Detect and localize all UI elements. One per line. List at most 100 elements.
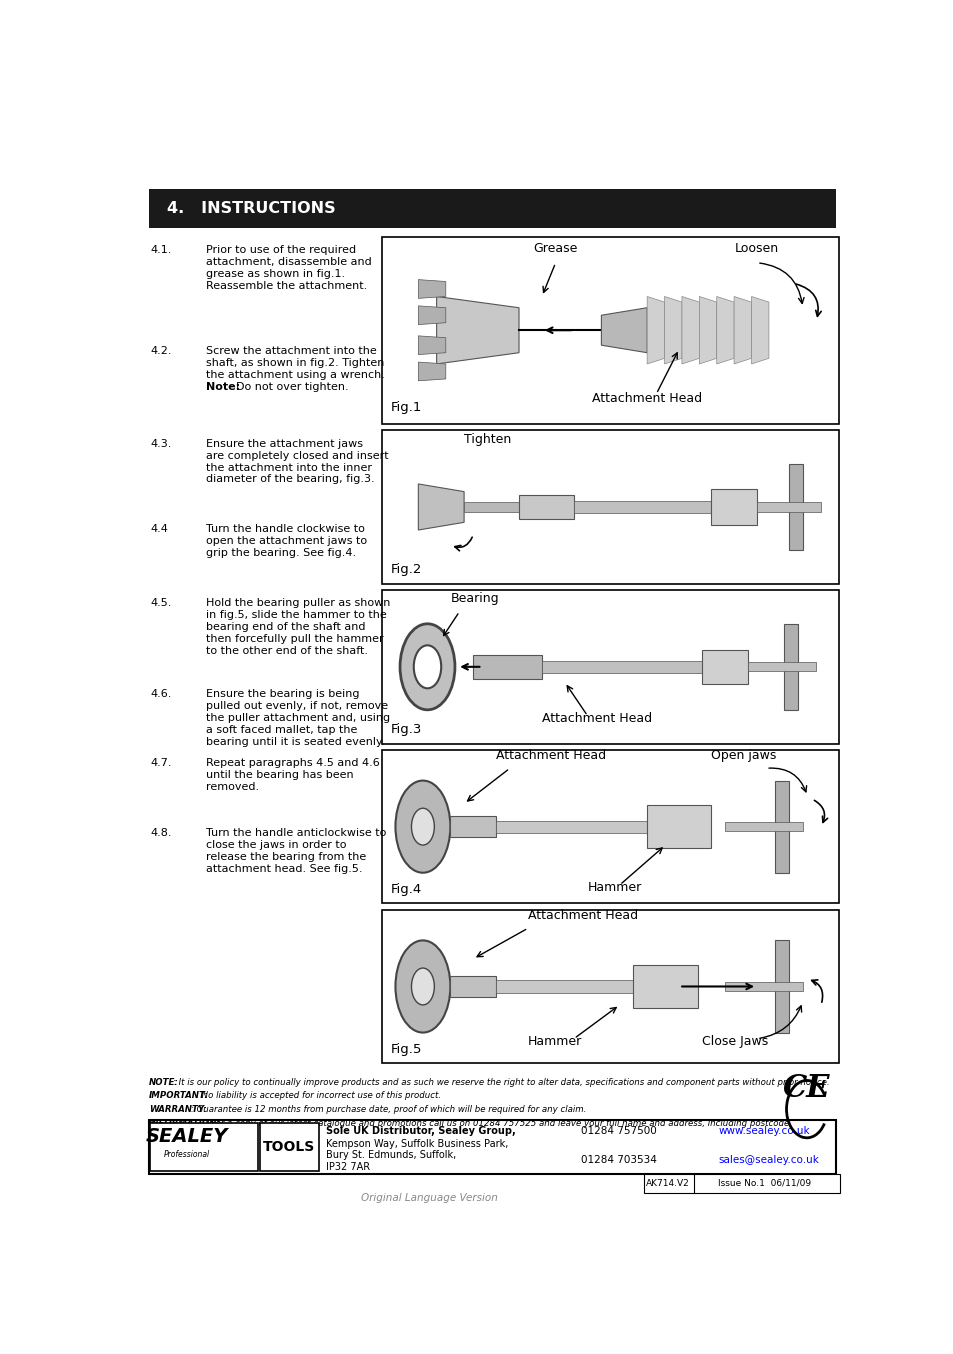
Text: 01284 757500: 01284 757500 <box>580 1127 657 1136</box>
Text: are completely closed and insert: are completely closed and insert <box>206 451 389 460</box>
Text: 4.4: 4.4 <box>151 524 168 533</box>
FancyBboxPatch shape <box>381 237 839 424</box>
Text: Attachment Head: Attachment Head <box>528 909 638 922</box>
Text: Screw the attachment into the: Screw the attachment into the <box>206 347 376 356</box>
Polygon shape <box>724 982 801 991</box>
Text: Turn the handle clockwise to: Turn the handle clockwise to <box>206 524 365 533</box>
Text: until the bearing has been: until the bearing has been <box>206 770 354 780</box>
Polygon shape <box>747 662 816 672</box>
Text: removed.: removed. <box>206 783 259 792</box>
Text: AK714.V2: AK714.V2 <box>645 1179 689 1187</box>
Text: SEALEY: SEALEY <box>146 1128 228 1147</box>
Text: Open jaws: Open jaws <box>711 749 776 762</box>
Text: attachment head. See fig.5.: attachment head. See fig.5. <box>206 864 362 875</box>
Polygon shape <box>646 297 664 364</box>
Text: Kempson Way, Suffolk Business Park,
Bury St. Edmunds, Suffolk,
IP32 7AR: Kempson Way, Suffolk Business Park, Bury… <box>326 1139 508 1171</box>
Text: WARRANTY:: WARRANTY: <box>149 1105 207 1114</box>
Text: release the bearing from the: release the bearing from the <box>206 852 366 862</box>
Text: CE: CE <box>782 1072 830 1104</box>
Text: Close Jaws: Close Jaws <box>701 1034 767 1048</box>
Polygon shape <box>450 976 496 998</box>
Text: INFORMATION:: INFORMATION: <box>149 1118 220 1128</box>
Text: Attachment Head: Attachment Head <box>541 712 651 726</box>
Polygon shape <box>633 965 697 1007</box>
Text: Attachment Head: Attachment Head <box>496 749 605 762</box>
Text: Note:: Note: <box>206 382 240 391</box>
Text: Issue No.1  06/11/09: Issue No.1 06/11/09 <box>718 1179 810 1187</box>
Polygon shape <box>418 362 445 380</box>
Text: Fig.1: Fig.1 <box>390 401 421 413</box>
Text: grip the bearing. See fig.4.: grip the bearing. See fig.4. <box>206 548 356 558</box>
Polygon shape <box>734 297 751 364</box>
Text: Fig.2: Fig.2 <box>390 563 421 577</box>
Text: 4.   INSTRUCTIONS: 4. INSTRUCTIONS <box>167 200 335 215</box>
Polygon shape <box>496 980 633 992</box>
Text: 4.2.: 4.2. <box>151 347 172 356</box>
FancyBboxPatch shape <box>381 910 839 1063</box>
Polygon shape <box>541 661 701 673</box>
FancyBboxPatch shape <box>643 1174 840 1193</box>
Polygon shape <box>724 822 801 831</box>
Text: 4.5.: 4.5. <box>151 598 172 608</box>
Polygon shape <box>436 297 518 364</box>
Text: : For a copy of our latest catalogue and promotions call us on 01284 757525 and : : For a copy of our latest catalogue and… <box>205 1118 791 1128</box>
Text: close the jaws in order to: close the jaws in order to <box>206 839 347 850</box>
Text: in fig.5, slide the hammer to the: in fig.5, slide the hammer to the <box>206 611 387 620</box>
Polygon shape <box>496 821 646 833</box>
Polygon shape <box>701 650 747 684</box>
Text: grease as shown in fig.1.: grease as shown in fig.1. <box>206 269 345 279</box>
Text: IMPORTANT:: IMPORTANT: <box>149 1091 209 1101</box>
Text: Ensure the bearing is being: Ensure the bearing is being <box>206 689 359 699</box>
Polygon shape <box>518 494 574 520</box>
Polygon shape <box>646 806 711 848</box>
Text: 4.8.: 4.8. <box>151 829 172 838</box>
Text: sales@sealey.co.uk: sales@sealey.co.uk <box>718 1155 818 1164</box>
Text: Loosen: Loosen <box>734 242 779 256</box>
Ellipse shape <box>414 646 440 688</box>
Text: Tighten: Tighten <box>463 432 511 445</box>
FancyBboxPatch shape <box>381 750 839 903</box>
Text: shaft, as shown in fig.2. Tighten: shaft, as shown in fig.2. Tighten <box>206 357 384 368</box>
Ellipse shape <box>395 780 450 873</box>
Text: Fig.4: Fig.4 <box>390 883 421 896</box>
Ellipse shape <box>411 968 434 1005</box>
Text: 4.3.: 4.3. <box>151 439 172 448</box>
FancyBboxPatch shape <box>381 431 839 584</box>
Text: Ensure the attachment jaws: Ensure the attachment jaws <box>206 439 363 448</box>
FancyBboxPatch shape <box>151 1122 257 1171</box>
Text: Original Language Version: Original Language Version <box>361 1193 497 1202</box>
Text: Hammer: Hammer <box>587 881 641 894</box>
Ellipse shape <box>395 941 450 1033</box>
Text: 4.6.: 4.6. <box>151 689 172 699</box>
Polygon shape <box>473 654 541 680</box>
Polygon shape <box>775 780 788 873</box>
Text: diameter of the bearing, fig.3.: diameter of the bearing, fig.3. <box>206 474 375 485</box>
Text: NOTE:: NOTE: <box>149 1078 178 1087</box>
Text: to the other end of the shaft.: to the other end of the shaft. <box>206 646 368 657</box>
Text: the attachment into the inner: the attachment into the inner <box>206 463 372 473</box>
Polygon shape <box>711 489 756 525</box>
Text: : No liability is accepted for incorrect use of this product.: : No liability is accepted for incorrect… <box>195 1091 440 1101</box>
Text: Do not over tighten.: Do not over tighten. <box>235 382 349 391</box>
Text: TOOLS: TOOLS <box>263 1140 315 1154</box>
Polygon shape <box>450 816 496 837</box>
Text: bearing until it is seated evenly.: bearing until it is seated evenly. <box>206 737 385 747</box>
Polygon shape <box>783 624 798 709</box>
Polygon shape <box>699 297 716 364</box>
Ellipse shape <box>411 808 434 845</box>
Text: attachment, disassemble and: attachment, disassemble and <box>206 257 372 267</box>
Text: the puller attachment and, using: the puller attachment and, using <box>206 714 390 723</box>
Text: 4.1.: 4.1. <box>151 245 172 255</box>
Text: : Guarantee is 12 months from purchase date, proof of which will be required for: : Guarantee is 12 months from purchase d… <box>192 1105 586 1114</box>
Text: Hammer: Hammer <box>528 1034 582 1048</box>
FancyBboxPatch shape <box>149 1120 836 1174</box>
Polygon shape <box>664 297 681 364</box>
Text: : It is our policy to continually improve products and as such we reserve the ri: : It is our policy to continually improv… <box>172 1078 829 1087</box>
Polygon shape <box>418 306 445 325</box>
Polygon shape <box>574 501 711 513</box>
Text: Repeat paragraphs 4.5 and 4.6: Repeat paragraphs 4.5 and 4.6 <box>206 758 380 768</box>
Text: open the attachment jaws to: open the attachment jaws to <box>206 536 367 546</box>
Text: Turn the handle anticlockwise to: Turn the handle anticlockwise to <box>206 829 387 838</box>
Polygon shape <box>463 502 518 512</box>
Text: Bearing: Bearing <box>450 593 498 605</box>
